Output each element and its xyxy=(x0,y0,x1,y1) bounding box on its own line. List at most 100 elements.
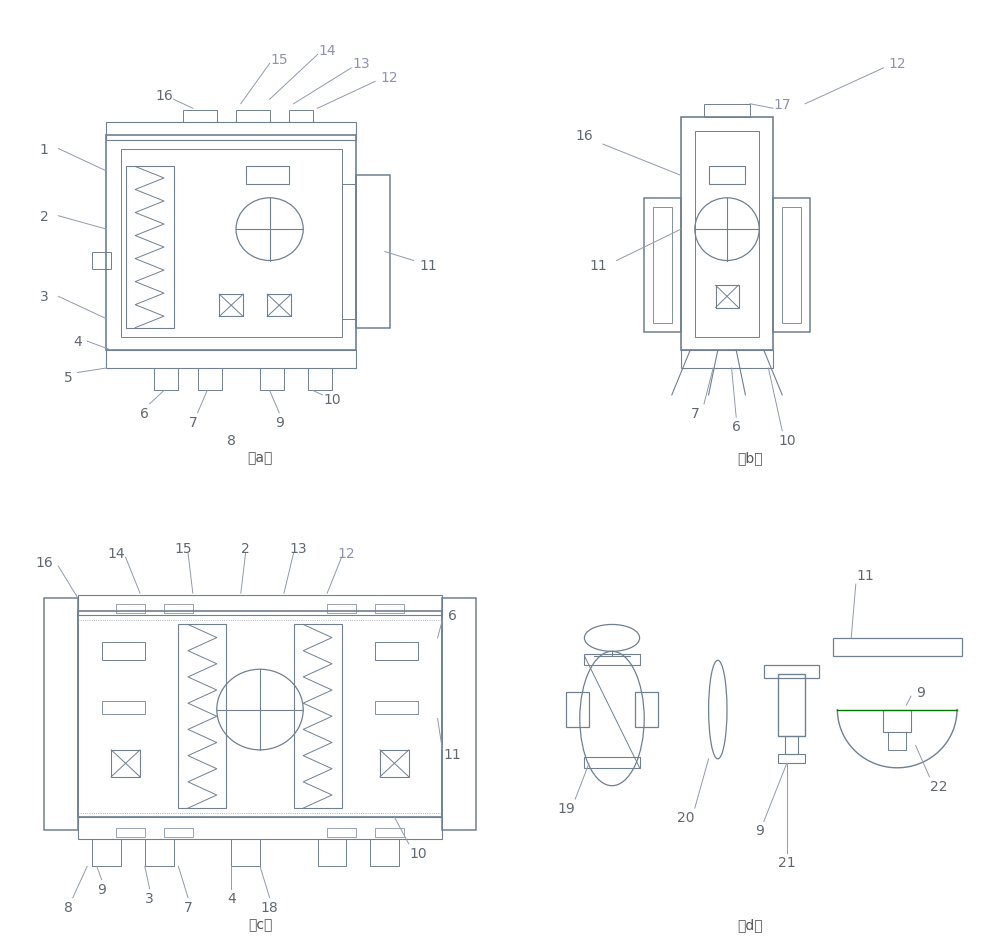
Text: 18: 18 xyxy=(261,900,278,914)
Bar xyxy=(833,638,962,656)
Bar xyxy=(164,605,193,614)
Bar xyxy=(375,701,418,714)
Bar xyxy=(102,643,145,661)
Bar xyxy=(246,168,289,185)
Text: 6: 6 xyxy=(140,407,149,421)
Bar xyxy=(681,350,773,368)
Bar xyxy=(78,596,442,616)
Bar xyxy=(44,598,78,830)
Bar xyxy=(92,840,121,866)
Text: 3: 3 xyxy=(145,891,154,904)
Bar xyxy=(236,111,270,123)
Bar xyxy=(778,755,805,764)
Bar xyxy=(888,732,906,750)
Bar xyxy=(116,605,145,614)
Text: 3: 3 xyxy=(40,290,48,304)
Bar xyxy=(704,105,750,118)
Bar xyxy=(102,701,145,714)
Text: 6: 6 xyxy=(448,609,456,623)
Bar xyxy=(380,750,409,777)
Bar xyxy=(782,208,801,324)
Bar xyxy=(183,111,217,123)
Bar xyxy=(883,710,911,732)
Text: 9: 9 xyxy=(97,882,106,896)
Text: 9: 9 xyxy=(275,415,284,429)
Text: 15: 15 xyxy=(174,542,192,556)
Text: 16: 16 xyxy=(576,129,593,143)
Text: 11: 11 xyxy=(589,259,607,272)
Text: 11: 11 xyxy=(443,747,461,762)
Bar xyxy=(267,295,291,317)
Text: 5: 5 xyxy=(64,370,72,385)
Bar xyxy=(695,131,759,337)
Text: 7: 7 xyxy=(184,900,192,914)
Bar xyxy=(116,828,145,838)
Text: （a）: （a） xyxy=(247,451,273,466)
Bar xyxy=(126,168,174,328)
Text: 13: 13 xyxy=(290,542,307,556)
Text: 2: 2 xyxy=(241,542,250,556)
Text: 10: 10 xyxy=(323,393,341,407)
Text: 21: 21 xyxy=(778,855,796,869)
Bar xyxy=(78,817,442,840)
Bar xyxy=(327,828,356,838)
Bar xyxy=(778,674,805,737)
Bar xyxy=(154,368,178,391)
Text: 9: 9 xyxy=(916,684,925,699)
Text: 22: 22 xyxy=(930,779,947,793)
Text: 2: 2 xyxy=(40,209,48,224)
Text: 12: 12 xyxy=(338,546,355,560)
Bar xyxy=(342,186,356,320)
Bar xyxy=(318,840,346,866)
Bar xyxy=(78,611,442,817)
Text: 11: 11 xyxy=(419,259,437,272)
Text: 7: 7 xyxy=(690,407,699,421)
Bar xyxy=(111,750,140,777)
Bar xyxy=(442,598,476,830)
Text: 13: 13 xyxy=(352,57,370,71)
Text: （b）: （b） xyxy=(737,451,763,466)
Bar xyxy=(681,118,773,350)
Bar xyxy=(375,605,404,614)
Bar xyxy=(231,840,260,866)
Text: 15: 15 xyxy=(270,53,288,67)
Text: 1: 1 xyxy=(40,143,48,156)
Bar xyxy=(198,368,222,391)
Bar xyxy=(375,643,418,661)
Bar xyxy=(635,692,658,727)
Bar xyxy=(121,149,342,337)
Text: 12: 12 xyxy=(888,57,906,71)
Bar xyxy=(584,654,640,665)
Bar xyxy=(178,625,226,808)
Bar xyxy=(773,199,810,333)
Text: （c）: （c） xyxy=(248,918,272,932)
Bar xyxy=(356,176,390,328)
Text: 20: 20 xyxy=(677,810,694,824)
Bar xyxy=(289,111,313,123)
Text: 7: 7 xyxy=(188,415,197,429)
Text: 4: 4 xyxy=(73,335,82,348)
Bar xyxy=(145,840,174,866)
Text: 14: 14 xyxy=(318,44,336,58)
Bar xyxy=(106,350,356,368)
Bar xyxy=(653,208,672,324)
Text: 11: 11 xyxy=(856,568,874,583)
Bar xyxy=(106,123,356,141)
Text: 9: 9 xyxy=(755,823,764,838)
Bar xyxy=(709,168,745,185)
Bar xyxy=(375,828,404,838)
Text: 4: 4 xyxy=(227,891,236,904)
Bar xyxy=(370,840,399,866)
Bar xyxy=(764,665,819,679)
Text: 17: 17 xyxy=(773,98,791,111)
Text: 10: 10 xyxy=(410,846,427,860)
Bar xyxy=(92,252,111,270)
Bar xyxy=(106,136,356,350)
Text: 6: 6 xyxy=(732,420,741,434)
Text: 14: 14 xyxy=(107,546,125,560)
Bar xyxy=(219,295,243,317)
Bar xyxy=(308,368,332,391)
Text: 19: 19 xyxy=(557,802,575,815)
Text: 10: 10 xyxy=(778,433,796,447)
Text: 8: 8 xyxy=(64,900,72,914)
